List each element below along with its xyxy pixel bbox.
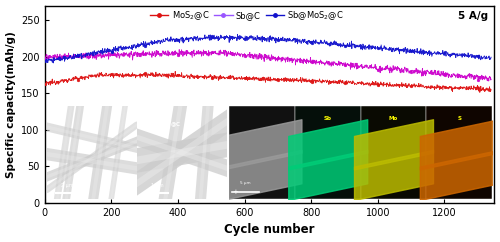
Text: 5 A/g: 5 A/g xyxy=(458,11,488,22)
Y-axis label: Specific capacity(mAh/g): Specific capacity(mAh/g) xyxy=(6,31,16,178)
X-axis label: Cycle number: Cycle number xyxy=(224,223,315,236)
Legend: MoS$_2$@C, Sb@C, Sb@MoS$_2$@C: MoS$_2$@C, Sb@C, Sb@MoS$_2$@C xyxy=(146,6,348,25)
